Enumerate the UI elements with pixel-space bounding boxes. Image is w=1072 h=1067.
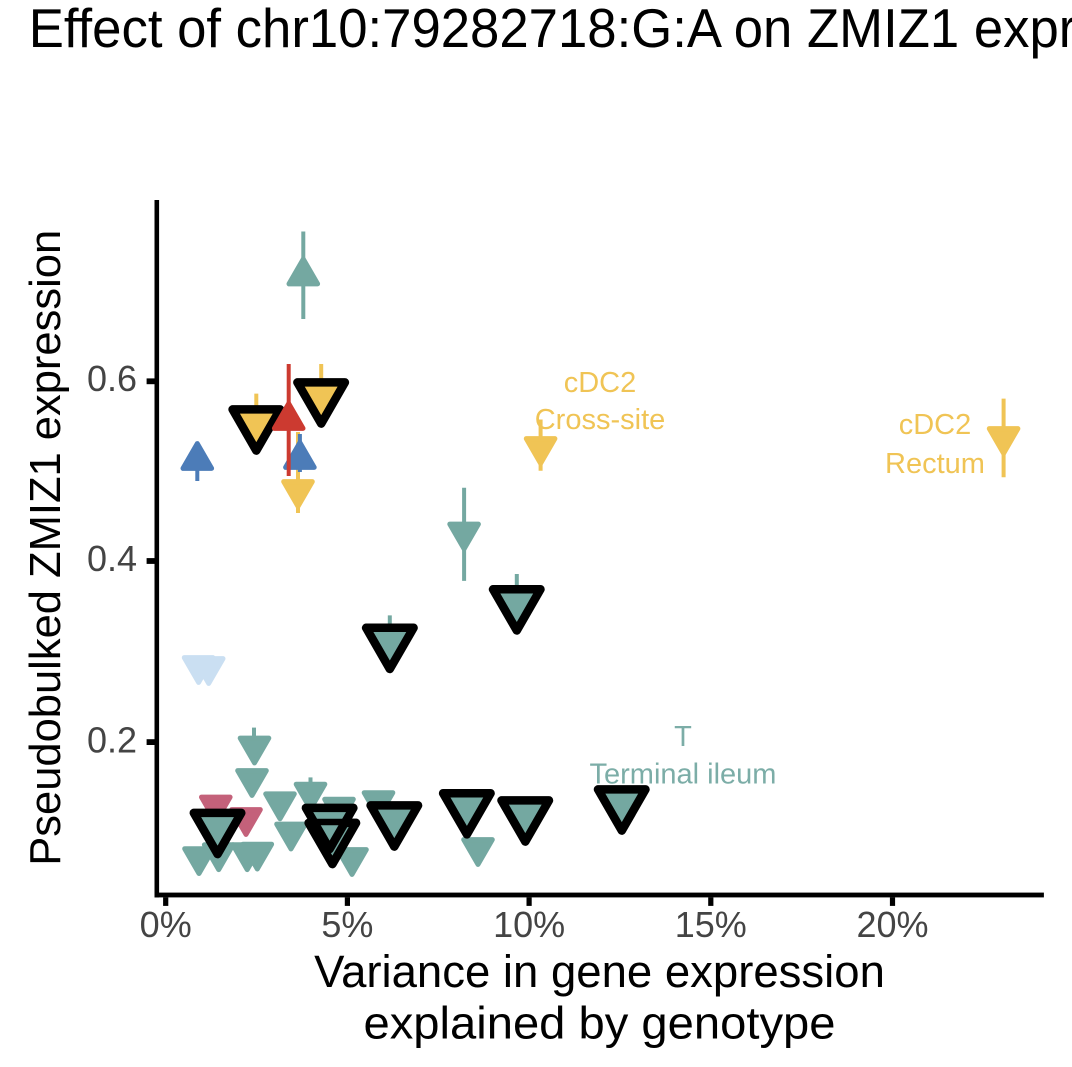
svg-text:5%: 5% — [321, 904, 373, 945]
svg-text:Terminal ileum: Terminal ileum — [590, 759, 777, 791]
svg-text:cDC2: cDC2 — [564, 367, 637, 399]
svg-text:0%: 0% — [140, 904, 192, 945]
svg-text:Cross-site: Cross-site — [535, 404, 666, 436]
svg-text:T: T — [674, 721, 692, 753]
svg-text:0.4: 0.4 — [87, 538, 137, 579]
svg-text:Rectum: Rectum — [885, 448, 985, 480]
svg-text:0.6: 0.6 — [87, 358, 137, 399]
svg-text:cDC2: cDC2 — [899, 409, 972, 441]
svg-text:20%: 20% — [856, 904, 928, 945]
svg-text:10%: 10% — [493, 904, 565, 945]
svg-text:15%: 15% — [675, 904, 747, 945]
svg-text:Variance in gene expression: Variance in gene expression — [314, 946, 885, 997]
svg-text:Pseudobulked ZMIZ1 expression: Pseudobulked ZMIZ1 expression — [22, 230, 70, 866]
svg-text:Effect of chr10:79282718:G:A o: Effect of chr10:79282718:G:A on ZMIZ1 ex… — [29, 0, 1072, 59]
svg-text:0.2: 0.2 — [87, 719, 137, 760]
svg-text:explained by genotype: explained by genotype — [364, 998, 836, 1049]
